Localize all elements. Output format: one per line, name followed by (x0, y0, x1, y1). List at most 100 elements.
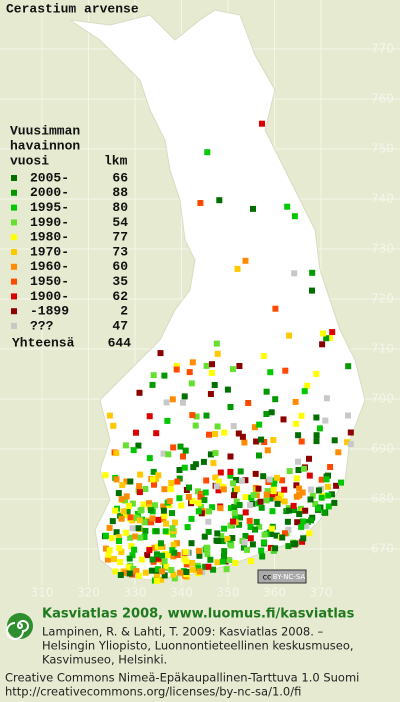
occurrence-square (170, 541, 177, 548)
occurrence-square (173, 540, 180, 547)
occurrence-square (181, 464, 188, 471)
occurrence-square (137, 471, 144, 478)
occurrence-square (161, 512, 168, 519)
occurrence-square (207, 391, 214, 397)
occurrence-square (327, 335, 333, 342)
occurrence-square (136, 517, 143, 524)
occurrence-square (298, 412, 305, 419)
occurrence-square (106, 412, 113, 419)
occurrence-square (210, 566, 217, 573)
occurrence-square (257, 498, 264, 505)
occurrence-square (251, 424, 258, 431)
occurrence-square (112, 507, 119, 514)
occurrence-square (158, 544, 165, 551)
occurrence-square (252, 526, 258, 533)
occurrence-square (281, 498, 288, 505)
occurrence-square (126, 555, 133, 562)
x-label: 370 (310, 586, 333, 600)
occurrence-square (306, 455, 312, 462)
legend-label: 1950- (30, 274, 69, 289)
occurrence-square (281, 530, 288, 537)
occurrence-square (242, 494, 249, 500)
occurrence-square (206, 508, 212, 515)
legend-label: 2000- (30, 185, 69, 200)
occurrence-square (242, 477, 249, 484)
occurrence-square (115, 490, 122, 497)
occurrence-square (325, 503, 332, 510)
occurrence-square (212, 474, 219, 481)
occurrence-square (298, 438, 305, 445)
occurrence-square (146, 413, 153, 420)
legend-swatch (11, 249, 17, 255)
occurrence-square (127, 478, 134, 485)
citation-line: Lampinen, R. & Lahti, T. 2009: Kasviatla… (42, 625, 324, 639)
occurrence-square (183, 558, 190, 565)
occurrence-square (163, 520, 170, 527)
occurrence-square (270, 488, 277, 495)
occurrence-square (249, 541, 256, 548)
occurrence-square (234, 265, 241, 272)
occurrence-square (161, 558, 168, 565)
legend-count: 35 (112, 274, 128, 289)
occurrence-square (165, 451, 172, 458)
occurrence-square (306, 472, 313, 479)
occurrence-square (189, 359, 196, 366)
occurrence-square (169, 396, 176, 403)
occurrence-square (263, 491, 270, 498)
occurrence-square (177, 443, 184, 450)
occurrence-square (161, 572, 168, 579)
occurrence-square (268, 409, 275, 416)
occurrence-square (261, 531, 268, 538)
occurrence-square (110, 422, 117, 429)
occurrence-square (233, 486, 240, 493)
occurrence-square (141, 534, 148, 540)
occurrence-square (315, 505, 322, 512)
occurrence-square (260, 473, 267, 480)
occurrence-square (136, 389, 143, 396)
occurrence-square (134, 510, 141, 517)
occurrence-square (204, 149, 211, 156)
occurrence-square (159, 568, 165, 575)
x-label: 340 (170, 586, 193, 600)
occurrence-square (250, 205, 256, 212)
legend-total-label: Yhteensä (12, 335, 75, 350)
occurrence-square (161, 372, 168, 379)
occurrence-square (147, 507, 154, 514)
legend-swatch (11, 175, 17, 181)
occurrence-square (323, 476, 330, 483)
occurrence-square (135, 572, 142, 579)
y-label: 680 (371, 492, 394, 506)
occurrence-square (106, 547, 113, 554)
legend-label: 1990- (30, 215, 69, 230)
occurrence-square (153, 577, 160, 584)
occurrence-square (176, 467, 183, 473)
occurrence-square (192, 422, 199, 429)
y-label: 760 (371, 92, 394, 106)
occurrence-square (227, 472, 234, 479)
occurrence-square (345, 412, 351, 419)
occurrence-square (232, 559, 239, 566)
occurrence-square (146, 455, 153, 462)
occurrence-square (253, 492, 260, 498)
occurrence-square (166, 498, 173, 505)
occurrence-square (269, 508, 276, 515)
occurrence-squares (102, 120, 354, 584)
occurrence-square (146, 547, 153, 554)
occurrence-square (196, 552, 203, 559)
y-label: 690 (371, 442, 394, 456)
occurrence-square (169, 525, 176, 532)
occurrence-square (146, 500, 153, 507)
occurrence-square (264, 447, 271, 454)
occurrence-square (117, 559, 124, 566)
occurrence-square (261, 439, 268, 445)
occurrence-square (299, 518, 306, 525)
occurrence-square (242, 533, 249, 539)
occurrence-square (102, 532, 109, 539)
occurrence-square (302, 507, 309, 514)
license-badge: cc BY-NC-SA (257, 569, 307, 584)
occurrence-square (216, 197, 223, 204)
occurrence-square (157, 350, 164, 357)
occurrence-square (106, 524, 113, 531)
occurrence-square (266, 476, 273, 483)
occurrence-square (151, 481, 157, 488)
